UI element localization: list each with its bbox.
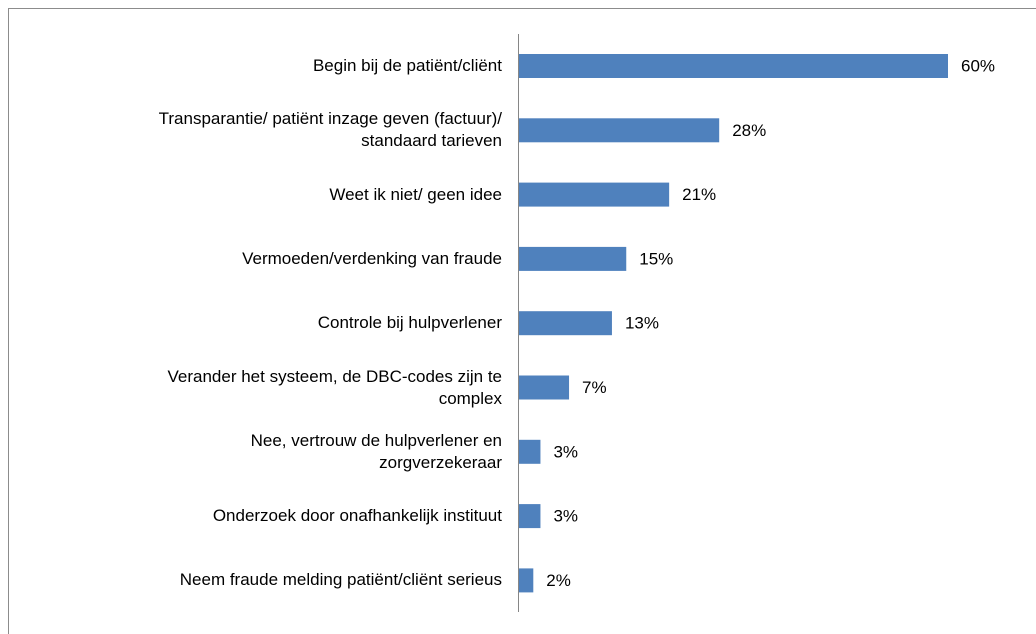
category-label: Begin bij de patiënt/cliënt [312,56,502,75]
category-label: Weet ik niet/ geen idee [329,184,502,204]
category-label: Verander het systeem, de DBC-codes zijn … [167,366,503,408]
category-label: Vermoeden/verdenking van fraude [242,248,502,268]
bar [519,54,948,78]
value-label: 28% [732,121,766,140]
value-label: 13% [625,314,659,333]
value-label: 3% [553,507,578,526]
value-label: 60% [961,56,995,75]
value-label: 21% [682,185,716,204]
bar [519,504,541,529]
category-label: Onderzoek door onafhankelijk instituut [212,506,502,526]
bar [519,118,720,143]
category-label: Transparantie/ patiënt inzage geven (fac… [158,109,502,151]
chart-border [8,8,1036,634]
value-label: 3% [553,442,578,461]
bar [519,439,541,464]
bar [519,246,627,271]
value-label: 15% [639,249,673,268]
category-label: Nee, vertrouw de hulpverlener en zorgver… [250,430,502,472]
bar [519,375,570,400]
category-label: Neem fraude melding patiënt/cliënt serie… [179,570,502,590]
bar [519,568,534,593]
value-label: 2% [546,571,571,590]
category-label: Controle bij hulpverlener [317,313,502,333]
bar [519,311,612,336]
bar [519,182,670,207]
value-label: 7% [582,378,607,397]
